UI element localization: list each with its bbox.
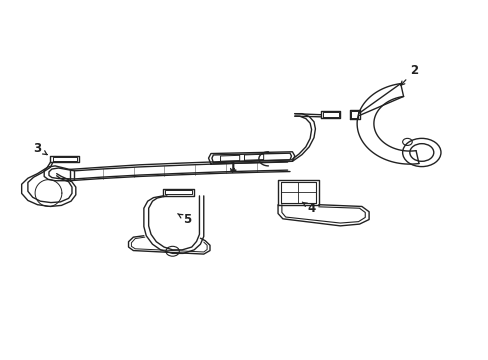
Text: 5: 5: [177, 213, 191, 226]
Text: 1: 1: [228, 161, 236, 174]
Text: 3: 3: [33, 142, 47, 155]
Text: 2: 2: [400, 64, 418, 85]
Text: 4: 4: [302, 202, 315, 215]
